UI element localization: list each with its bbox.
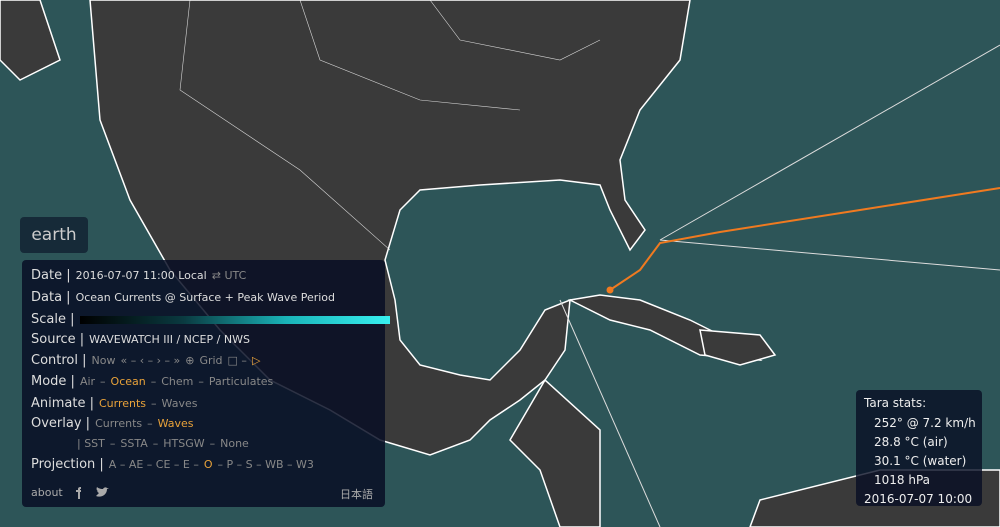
menu-option[interactable]: Air xyxy=(79,375,96,388)
menu-option: WAVEWATCH III / NCEP / NWS xyxy=(89,333,250,346)
menu-row: Data | Ocean Currents @ Surface + Peak Wa… xyxy=(31,290,340,305)
menu-option[interactable]: Now xyxy=(91,354,116,367)
route-line xyxy=(659,44,1000,241)
menu-option[interactable]: « – ‹ – › – » xyxy=(120,354,181,367)
menu-option[interactable]: – xyxy=(147,417,153,430)
menu-row: Mode | Air – Ocean – Chem – Particulates xyxy=(31,374,278,389)
menu-footer: about 日本語 xyxy=(31,486,373,502)
menu-option[interactable]: Chem xyxy=(161,375,194,388)
about-link[interactable]: about xyxy=(31,486,63,499)
menu-option: 2016-07-07 11:00 Local xyxy=(75,269,207,282)
route-line xyxy=(559,299,661,527)
menu-option[interactable]: HTSGW xyxy=(163,437,205,450)
menu-panel: Date | 2016-07-07 11:00 Local ⇄ UTC Data | O… xyxy=(22,260,390,507)
stats-line: 28.8 °C (air) xyxy=(874,435,948,449)
stats-line: 30.1 °C (water) xyxy=(874,454,967,468)
menu-option[interactable]: Currents xyxy=(95,417,143,430)
menu-option[interactable]: – xyxy=(198,375,204,388)
menu-option[interactable]: O xyxy=(203,458,213,471)
row-label: Scale | xyxy=(31,312,75,327)
stats-title: Tara stats: xyxy=(864,396,927,410)
stats-line: 2016-07-07 10:00 xyxy=(864,492,973,506)
row-label: Data | xyxy=(31,290,71,305)
menu-row: Date | 2016-07-07 11:00 Local ⇄ UTC xyxy=(31,268,251,283)
menu-option[interactable]: | SST xyxy=(77,437,105,450)
tara-position xyxy=(606,286,614,294)
menu-option[interactable]: A – AE – CE – E – xyxy=(108,458,199,471)
menu-option[interactable]: Particulates xyxy=(208,375,274,388)
menu-option[interactable]: Ocean xyxy=(110,375,146,388)
menu-option[interactable]: Waves xyxy=(157,417,194,430)
menu-option[interactable]: – P – S – WB – W3 xyxy=(217,458,314,471)
menu-option[interactable]: None xyxy=(220,437,249,450)
menu-option[interactable]: ⇄ UTC xyxy=(211,269,247,282)
borders xyxy=(179,0,601,251)
menu-option[interactable]: – xyxy=(209,437,216,450)
scale-bar xyxy=(79,316,390,324)
menu-option[interactable]: ▷ xyxy=(251,354,261,367)
menu-option[interactable]: – xyxy=(150,375,157,388)
menu-row: | SST – SSTA – HTSGW – None xyxy=(77,437,254,450)
menu-option[interactable]: ⊕ xyxy=(185,354,195,367)
menu-row: Scale | xyxy=(31,312,390,327)
menu-row: Overlay | Currents – Waves xyxy=(31,416,199,431)
tara-track xyxy=(609,187,1000,291)
twitter-icon[interactable] xyxy=(96,487,110,497)
row-label: Source | xyxy=(31,332,85,347)
menu-option[interactable]: □ – xyxy=(227,354,247,367)
menu-option: Ocean Currents @ Surface + Peak Wave Per… xyxy=(75,291,336,304)
menu-row: Animate | Currents – Waves xyxy=(31,396,202,411)
row-label: Overlay | xyxy=(31,416,91,431)
menu-option[interactable]: Grid xyxy=(199,354,223,367)
row-label: Projection | xyxy=(31,457,104,472)
stats-line: 1018 hPa xyxy=(874,473,931,487)
stats-line: 252° @ 7.2 km/h xyxy=(874,416,976,430)
language-link[interactable]: 日本語 xyxy=(340,488,373,501)
menu-option[interactable]: – xyxy=(152,437,159,450)
row-label: Mode | xyxy=(31,374,75,389)
menu-row: Projection | A – AE – CE – E – O – P – S – … xyxy=(31,457,319,472)
earth-button[interactable]: earth xyxy=(20,217,88,253)
menu-row: Source | WAVEWATCH III / NCEP / NWS xyxy=(31,332,255,347)
facebook-icon[interactable] xyxy=(76,487,82,499)
menu-option[interactable]: – xyxy=(109,437,116,450)
menu-option[interactable]: Waves xyxy=(161,397,198,410)
menu-option[interactable]: SSTA xyxy=(120,437,148,450)
row-label: Date | xyxy=(31,268,71,283)
menu-row: Control | Now « – ‹ – › – » ⊕ Grid □ – ▷ xyxy=(31,353,265,368)
social-icons xyxy=(76,487,110,499)
menu-option[interactable]: Currents xyxy=(98,397,147,410)
menu-option[interactable]: – xyxy=(151,397,157,410)
row-label: Control | xyxy=(31,353,87,368)
menu-option[interactable]: – xyxy=(100,375,106,388)
row-label: Animate | xyxy=(31,396,94,411)
stats-panel: Tara stats: 252° @ 7.2 km/h 28.8 °C (air) 3… xyxy=(856,390,982,506)
route-line xyxy=(659,239,1000,271)
